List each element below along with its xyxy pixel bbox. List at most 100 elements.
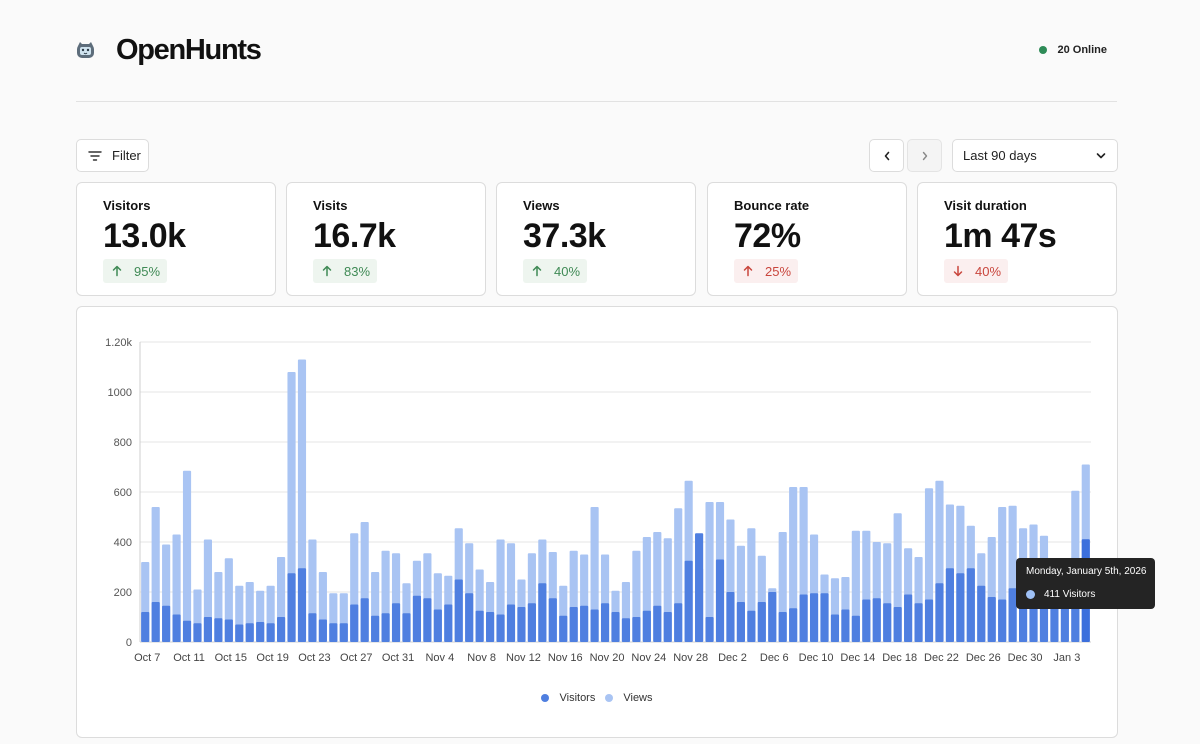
bar-visitors[interactable]: [851, 615, 860, 642]
bar-visitors[interactable]: [350, 604, 359, 643]
previous-period-button[interactable]: [869, 139, 904, 172]
metric-card-visit-duration[interactable]: Visit duration 1m 47s 40%: [917, 182, 1117, 296]
bar-visitors[interactable]: [924, 599, 934, 643]
bar-visitors[interactable]: [496, 614, 505, 643]
bar-visitors[interactable]: [569, 607, 578, 642]
bar-visitors[interactable]: [736, 602, 745, 642]
bar-visitors[interactable]: [308, 613, 317, 642]
bar-visitors[interactable]: [695, 533, 704, 642]
bar-visitors[interactable]: [391, 603, 401, 642]
bar-visitors[interactable]: [318, 619, 327, 643]
bar-visitors[interactable]: [329, 623, 338, 642]
bar-visitors[interactable]: [935, 583, 944, 642]
bar-visitors[interactable]: [559, 615, 568, 642]
bar-visitors[interactable]: [705, 617, 714, 642]
bar-visitors[interactable]: [266, 623, 275, 642]
bar-visitors[interactable]: [162, 605, 171, 642]
visitors-views-bar-chart[interactable]: 0 200 400 600 800 1000 1.20k Oct 7 Oct 11 Oct 15 O…: [77, 307, 1119, 687]
bar-visitors[interactable]: [203, 617, 213, 642]
filter-button[interactable]: Filter: [76, 139, 149, 172]
bar-visitors[interactable]: [820, 593, 829, 642]
bar-visitors[interactable]: [527, 603, 536, 642]
bar-visitors[interactable]: [632, 617, 641, 642]
bar-visitors[interactable]: [611, 612, 620, 642]
metric-card-visits[interactable]: Visits 16.7k 83%: [286, 182, 486, 296]
bar-visitors[interactable]: [538, 583, 547, 642]
bar-visitors[interactable]: [245, 623, 254, 642]
bar-visitors[interactable]: [339, 623, 348, 642]
bar-visitors[interactable]: [904, 594, 913, 643]
bar-visitors[interactable]: [256, 622, 265, 642]
bar-visitors[interactable]: [506, 604, 516, 643]
bar-views[interactable]: [789, 487, 798, 642]
bar-visitors[interactable]: [548, 598, 557, 642]
bar-visitors[interactable]: [977, 585, 986, 642]
bar-visitors[interactable]: [653, 605, 662, 642]
bar-visitors[interactable]: [486, 612, 495, 642]
bar-visitors[interactable]: [360, 598, 369, 642]
bar-visitors[interactable]: [193, 623, 202, 642]
bar-visitors[interactable]: [433, 609, 442, 643]
bar-visitors[interactable]: [412, 595, 422, 642]
bar-visitors[interactable]: [1008, 588, 1017, 642]
bar-visitors[interactable]: [642, 610, 651, 642]
bar-visitors[interactable]: [809, 593, 819, 642]
bar-visitors[interactable]: [465, 593, 474, 642]
bar-visitors[interactable]: [141, 612, 150, 642]
bar-visitors[interactable]: [715, 559, 725, 643]
bar-visitors[interactable]: [956, 573, 965, 642]
bar-visitors[interactable]: [402, 613, 411, 642]
bar-visitors[interactable]: [235, 624, 244, 643]
bar-visitors[interactable]: [872, 598, 881, 642]
bar-visitors[interactable]: [757, 602, 766, 642]
bar-views[interactable]: [203, 539, 213, 643]
date-range-select[interactable]: Last 90 days: [952, 139, 1118, 172]
metric-card-views[interactable]: Views 37.3k 40%: [496, 182, 696, 296]
bar-visitors[interactable]: [987, 597, 996, 642]
bar-visitors[interactable]: [674, 603, 683, 642]
legend-item-visitors[interactable]: Visitors: [541, 692, 595, 704]
bar-visitors[interactable]: [768, 592, 777, 642]
metric-card-visitors[interactable]: Visitors 13.0k 95%: [76, 182, 276, 296]
bar-visitors[interactable]: [277, 617, 286, 642]
bar-visitors[interactable]: [789, 608, 798, 642]
bar-visitors[interactable]: [297, 568, 307, 642]
bar-visitors[interactable]: [172, 614, 181, 643]
metric-card-bounce-rate[interactable]: Bounce rate 72% 25%: [707, 182, 907, 296]
bar-visitors[interactable]: [747, 610, 756, 642]
bar-views[interactable]: [182, 470, 192, 642]
bar-visitors[interactable]: [371, 615, 380, 642]
bar-visitors[interactable]: [224, 619, 233, 643]
bar-visitors[interactable]: [214, 618, 223, 642]
bar-views[interactable]: [705, 502, 714, 642]
bar-visitors[interactable]: [945, 568, 954, 642]
bar-visitors[interactable]: [381, 613, 390, 642]
bar-visitors[interactable]: [799, 594, 808, 643]
bar-visitors[interactable]: [590, 609, 599, 643]
bar-visitors[interactable]: [151, 602, 160, 642]
bar-visitors[interactable]: [778, 612, 787, 642]
bar-visitors[interactable]: [444, 604, 453, 643]
legend-item-views[interactable]: Views: [605, 692, 653, 704]
bar-visitors[interactable]: [621, 618, 631, 642]
bar-visitors[interactable]: [966, 568, 975, 642]
bar-visitors[interactable]: [830, 614, 840, 643]
bar-visitors[interactable]: [454, 579, 463, 643]
cat-logo-icon[interactable]: [76, 42, 95, 59]
bar-views[interactable]: [590, 507, 599, 642]
bar-visitors[interactable]: [423, 598, 432, 642]
bar-visitors[interactable]: [841, 609, 850, 643]
bar-visitors[interactable]: [684, 560, 693, 642]
bar-visitors[interactable]: [893, 607, 902, 642]
bar-visitors[interactable]: [663, 612, 672, 642]
bar-visitors[interactable]: [600, 603, 610, 642]
brand-name[interactable]: OpenHunts: [116, 34, 262, 66]
bar-visitors[interactable]: [726, 592, 735, 642]
bar-visitors[interactable]: [475, 610, 484, 642]
bar-visitors[interactable]: [182, 620, 192, 642]
bar-visitors[interactable]: [883, 603, 892, 642]
bar-visitors[interactable]: [862, 599, 871, 643]
next-period-button[interactable]: [907, 139, 942, 172]
bar-visitors[interactable]: [580, 605, 589, 642]
bar-visitors[interactable]: [287, 573, 296, 642]
